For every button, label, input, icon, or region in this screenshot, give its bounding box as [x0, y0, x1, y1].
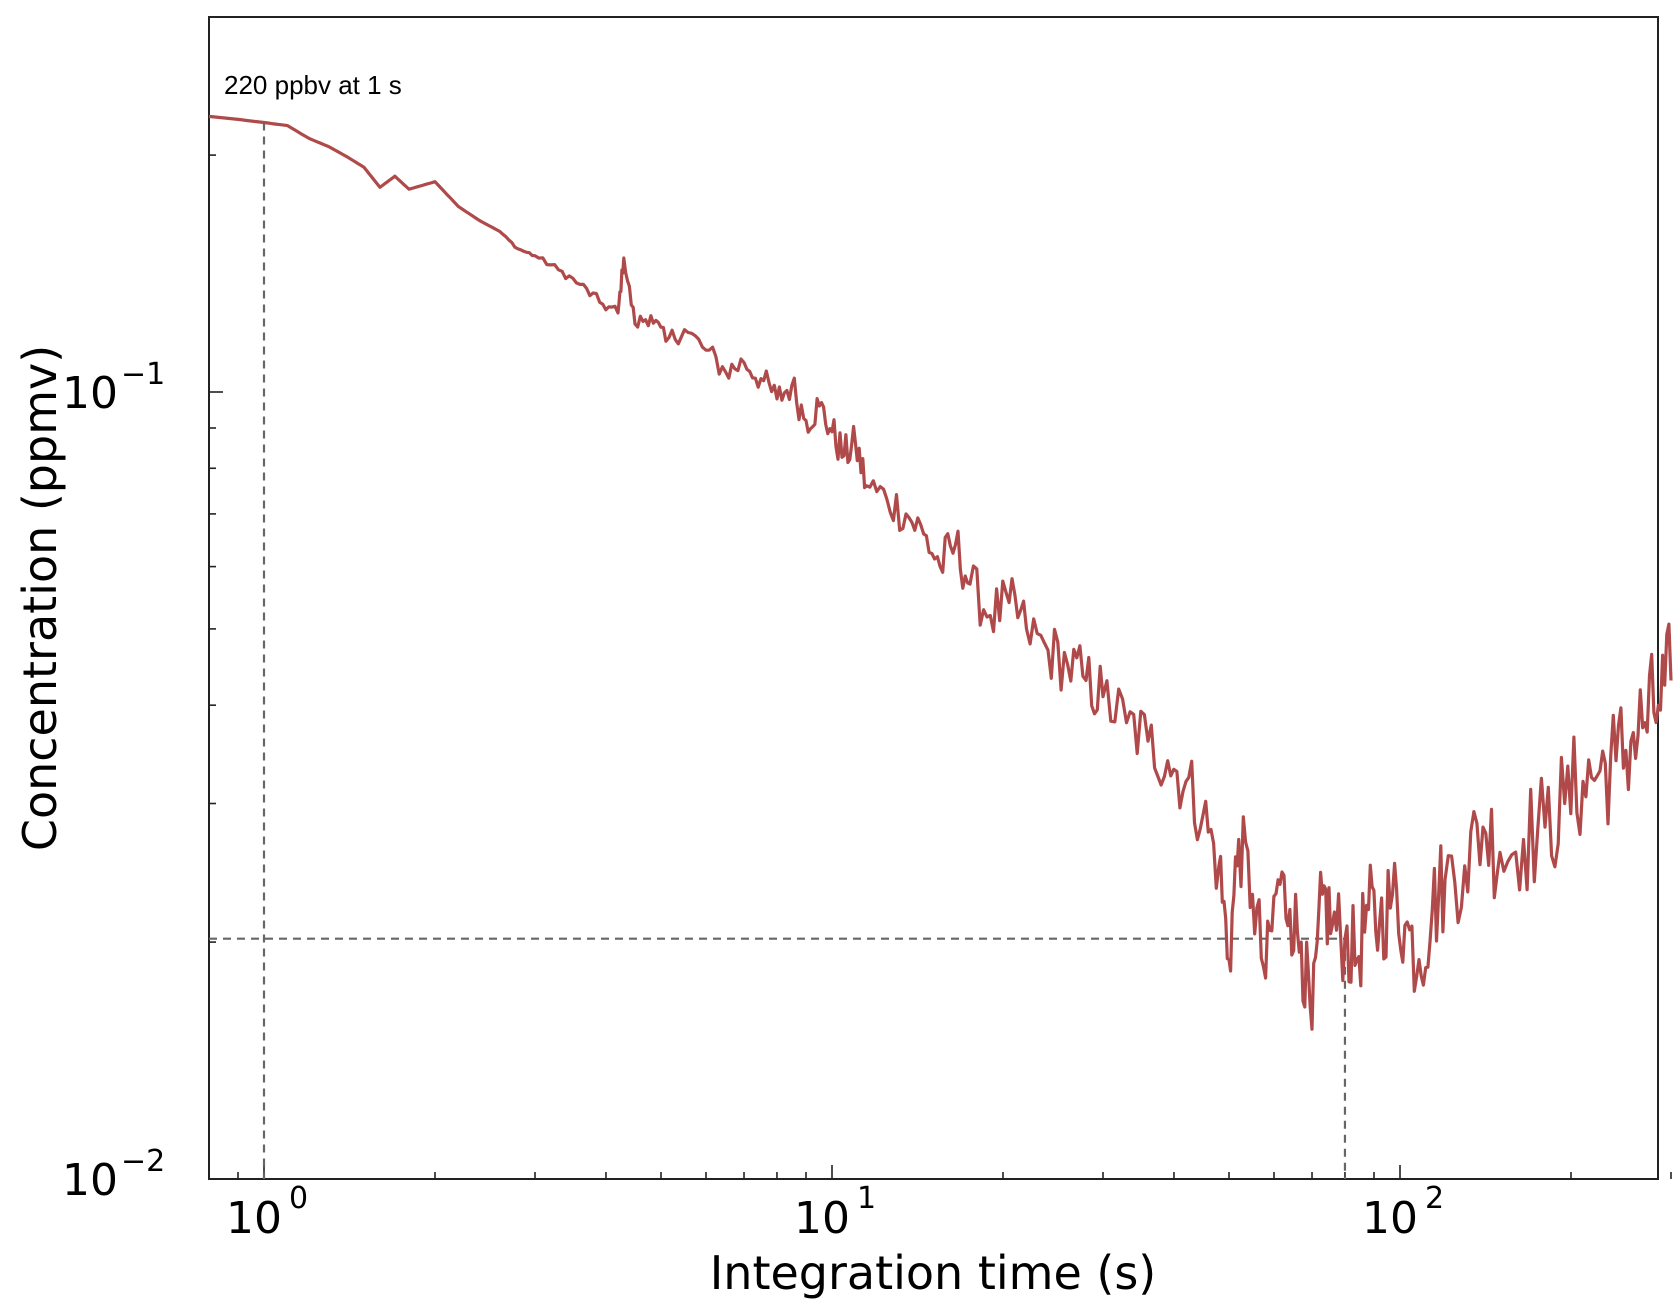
x-tick-base: 10: [226, 1193, 282, 1244]
x-tick-label: 10 1: [794, 1181, 876, 1244]
y-tick-label: 10 −2: [62, 1144, 165, 1206]
plot-frame: [208, 16, 1659, 1180]
y-tick-label: 10 −1: [62, 357, 165, 419]
x-tick-base: 10: [1362, 1193, 1418, 1244]
y-axis-label: Concentration (ppmv): [13, 345, 67, 851]
x-tick-label: 10 2: [1362, 1181, 1444, 1244]
series-layer: [208, 114, 1673, 1031]
minor-ticks: [208, 154, 1672, 1180]
y-tick-exponent: −1: [121, 357, 165, 392]
x-tick-exponent: 1: [857, 1181, 876, 1216]
series-line: [208, 114, 1673, 1031]
x-axis-label: Integration time (s): [710, 1246, 1157, 1300]
x-tick-exponent: 0: [289, 1181, 308, 1216]
x-tick-exponent: 2: [1425, 1181, 1444, 1216]
x-ticks: 10 0 10 1 10 2: [226, 1181, 1444, 1244]
annotation-label: 220 ppbv at 1 s: [224, 70, 402, 100]
y-ticks: 10−110−2: [62, 357, 165, 1206]
y-tick-base: 10: [62, 368, 118, 419]
x-tick-base: 10: [794, 1193, 850, 1244]
x-tick-label: 10 0: [226, 1181, 308, 1244]
y-tick-base: 10: [62, 1155, 118, 1206]
reference-lines: [209, 122, 1347, 1179]
y-tick-exponent: −2: [121, 1144, 165, 1179]
